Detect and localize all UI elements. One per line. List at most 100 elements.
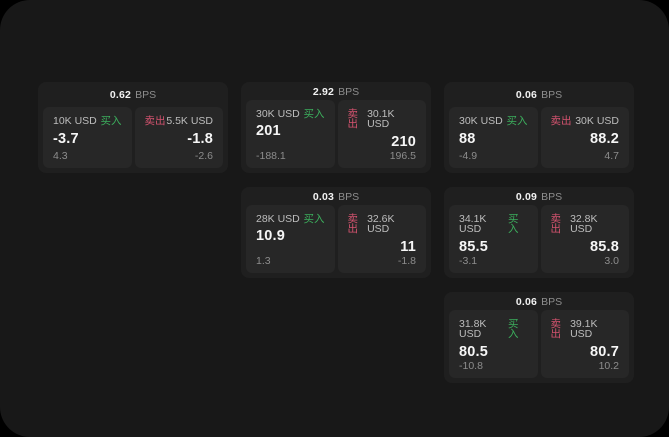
bps-unit-label: BPS [338, 190, 360, 203]
card-header: 0.62 BPS [38, 82, 228, 107]
sell-tile[interactable]: 卖出 32.8K USD 85.8 3.0 [540, 204, 629, 273]
quote-grid: 0.62 BPS 10K USD 买入 -3.7 4.3 卖出 5.5K USD [38, 82, 634, 383]
buy-tile-top: 30K USD 买入 [256, 109, 325, 120]
bps-unit-label: BPS [541, 295, 563, 308]
buy-tile[interactable]: 28K USD 买入 10.9 1.3 [246, 204, 335, 273]
buy-tile-top: 31.8K USD 买入 [459, 319, 528, 340]
buy-notional: 30K USD [459, 115, 503, 127]
buy-price: 10.9 [256, 228, 286, 245]
sell-notional: 32.6K USD [367, 212, 395, 236]
sell-delta: 196.5 [389, 149, 416, 162]
sell-notional: 32.8K USD [570, 212, 598, 236]
sell-tile[interactable]: 卖出 30.1K USD 210 196.5 [337, 99, 426, 168]
sell-delta: -2.6 [194, 149, 213, 162]
sell-side-label: 卖出 [347, 212, 359, 236]
spread-value: 2.92 [312, 85, 335, 98]
sell-price: 85.8 [589, 238, 619, 255]
sell-tile-top: 卖出 39.1K USD [551, 319, 620, 340]
buy-notional: 28K USD [256, 212, 300, 225]
sell-delta: 4.7 [604, 149, 619, 162]
sell-price: -1.8 [187, 130, 213, 147]
quote-card: 0.06 BPS 30K USD 买入 88 -4.9 卖出 30K USD [444, 82, 634, 173]
buy-delta: 1.3 [256, 254, 271, 267]
sell-tile[interactable]: 卖出 5.5K USD -1.8 -2.6 [134, 107, 223, 168]
quote-card: 0.62 BPS 10K USD 买入 -3.7 4.3 卖出 5.5K USD [38, 82, 228, 173]
spread-value: 0.06 [515, 89, 538, 102]
sell-notional: 30K USD [575, 115, 619, 127]
sell-tile-top: 卖出 32.8K USD [551, 214, 620, 235]
sell-side-label: 卖出 [550, 317, 562, 341]
sell-side-label: 卖出 [144, 115, 166, 127]
buy-tile[interactable]: 31.8K USD 买入 80.5 -10.8 [449, 309, 538, 378]
sell-notional: 5.5K USD [166, 115, 213, 127]
card-header: 0.09 BPS [444, 187, 634, 205]
sell-delta: -1.8 [397, 254, 416, 267]
buy-tile-top: 10K USD 买入 [53, 116, 122, 127]
card-header: 0.06 BPS [444, 292, 634, 310]
buy-tile-top: 28K USD 买入 [256, 214, 325, 225]
sell-delta: 10.2 [598, 359, 619, 372]
buy-side-label: 买入 [506, 115, 528, 127]
sell-notional: 30.1K USD [367, 107, 395, 131]
quote-card: 0.06 BPS 31.8K USD 买入 80.5 -10.8 卖出 39.1… [444, 292, 634, 383]
buy-side-label: 买入 [507, 212, 519, 236]
buy-price: 80.5 [459, 343, 489, 360]
card-header: 0.06 BPS [444, 82, 634, 107]
card-header: 0.03 BPS [241, 187, 431, 205]
buy-delta: -3.1 [459, 254, 478, 267]
buy-price: 88 [459, 130, 476, 147]
sell-price: 11 [400, 238, 416, 255]
buy-side-label: 买入 [303, 107, 325, 120]
quote-tiles: 30K USD 买入 88 -4.9 卖出 30K USD 88.2 4.7 [444, 107, 634, 173]
buy-delta: -4.9 [459, 149, 478, 162]
bps-unit-label: BPS [135, 89, 157, 102]
spread-value: 0.09 [515, 190, 538, 203]
buy-side-label: 买入 [303, 212, 325, 225]
sell-price: 88.2 [589, 130, 619, 147]
buy-tile[interactable]: 30K USD 买入 201 -188.1 [246, 99, 335, 168]
bps-unit-label: BPS [338, 85, 360, 98]
quote-card: 0.03 BPS 28K USD 买入 10.9 1.3 卖出 32.6K US… [241, 187, 431, 278]
buy-notional: 31.8K USD [459, 317, 487, 341]
card-header: 2.92 BPS [241, 82, 431, 100]
bps-unit-label: BPS [541, 190, 563, 203]
spread-value: 0.03 [312, 190, 335, 203]
quote-tiles: 30K USD 买入 201 -188.1 卖出 30.1K USD 210 1… [241, 99, 431, 173]
sell-price: 80.7 [589, 343, 619, 360]
sell-tile-top: 卖出 32.6K USD [348, 214, 417, 235]
spread-value: 0.62 [109, 89, 132, 102]
buy-tile[interactable]: 10K USD 买入 -3.7 4.3 [43, 107, 132, 168]
buy-side-label: 买入 [507, 317, 519, 341]
buy-delta: 4.3 [53, 149, 68, 162]
sell-tile-top: 卖出 30.1K USD [348, 109, 417, 130]
sell-side-label: 卖出 [550, 212, 562, 236]
buy-price: -3.7 [53, 130, 79, 147]
buy-tile-top: 30K USD 买入 [459, 116, 528, 127]
sell-price: 210 [391, 133, 416, 150]
quote-tiles: 34.1K USD 买入 85.5 -3.1 卖出 32.8K USD 85.8… [444, 204, 634, 278]
buy-delta: -188.1 [256, 149, 286, 162]
sell-tile[interactable]: 卖出 30K USD 88.2 4.7 [540, 107, 629, 168]
quote-card: 2.92 BPS 30K USD 买入 201 -188.1 卖出 30.1K … [241, 82, 431, 173]
buy-tile[interactable]: 34.1K USD 买入 85.5 -3.1 [449, 204, 538, 273]
buy-notional: 34.1K USD [459, 212, 487, 236]
quote-card: 0.09 BPS 34.1K USD 买入 85.5 -3.1 卖出 32.8K… [444, 187, 634, 278]
quote-tiles: 28K USD 买入 10.9 1.3 卖出 32.6K USD 11 -1.8 [241, 204, 431, 278]
sell-side-label: 卖出 [550, 115, 572, 127]
buy-notional: 10K USD [53, 115, 97, 127]
sell-side-label: 卖出 [347, 107, 359, 131]
bps-unit-label: BPS [541, 89, 563, 102]
buy-tile[interactable]: 30K USD 买入 88 -4.9 [449, 107, 538, 168]
buy-delta: -10.8 [459, 359, 483, 372]
spread-value: 0.06 [515, 295, 538, 308]
sell-delta: 3.0 [604, 254, 619, 267]
buy-side-label: 买入 [100, 115, 122, 127]
buy-notional: 30K USD [256, 107, 300, 120]
sell-tile[interactable]: 卖出 32.6K USD 11 -1.8 [337, 204, 426, 273]
sell-notional: 39.1K USD [570, 317, 598, 341]
buy-tile-top: 34.1K USD 买入 [459, 214, 528, 235]
sell-tile[interactable]: 卖出 39.1K USD 80.7 10.2 [540, 309, 629, 378]
buy-price: 85.5 [459, 238, 489, 255]
sell-tile-top: 卖出 30K USD [551, 116, 620, 127]
